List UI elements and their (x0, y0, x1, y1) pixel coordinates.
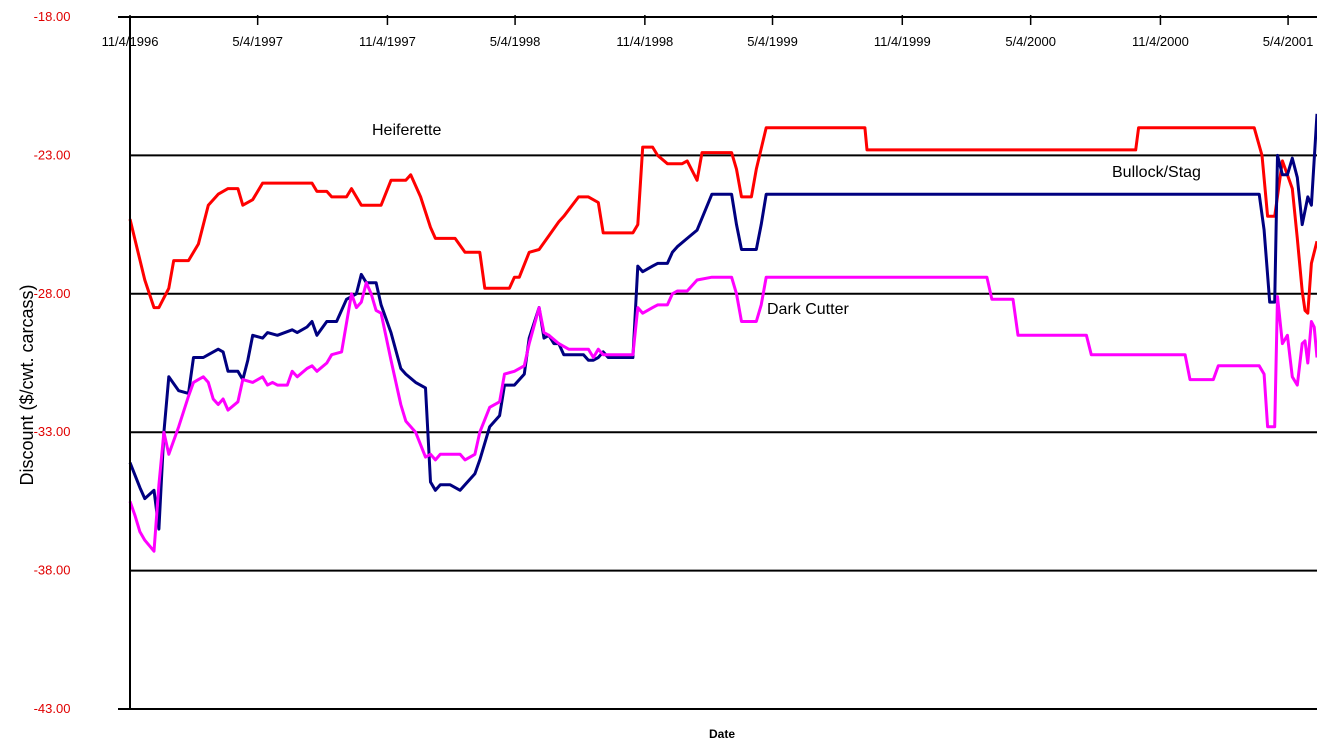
annotation-dark-cutter: Dark Cutter (767, 301, 849, 318)
x-tick-label: 11/4/1999 (874, 34, 931, 49)
x-tick-label: 11/4/2000 (1132, 34, 1189, 49)
y-axis-label: Discount ($/cwt. carcass) (17, 284, 37, 485)
x-axis-label: Date (709, 727, 735, 741)
axes (118, 15, 1317, 710)
x-tick-label: 11/4/1998 (616, 34, 673, 49)
y-tick-label: -18.00 (34, 9, 71, 24)
y-tick-label: -28.00 (34, 286, 71, 301)
annotation-heiferette: Heiferette (372, 122, 441, 139)
y-tick-label: -43.00 (34, 701, 71, 716)
y-tick-labels: -18.00 -23.00 -28.00 -33.00 -38.00 -43.00 (34, 9, 71, 716)
series-line-bullock-stag (128, 113, 1317, 531)
x-tick-label: 11/4/1996 (102, 34, 159, 49)
x-tick-label: 5/4/1999 (747, 34, 798, 49)
series-lines (128, 113, 1317, 553)
x-tick-label: 5/4/2000 (1005, 34, 1056, 49)
x-tick-label: 11/4/1997 (359, 34, 416, 49)
series-line-heiferette (128, 126, 1317, 315)
x-tick-label: 5/4/1998 (490, 34, 541, 49)
y-tick-label: -33.00 (34, 424, 71, 439)
y-tick-label: -23.00 (34, 147, 71, 162)
series-line-dark-cutter (128, 275, 1317, 553)
gridlines (130, 154, 1317, 710)
x-tick-label: 5/4/1997 (232, 34, 283, 49)
y-tick-label: -38.00 (34, 563, 71, 578)
x-tick-labels: 11/4/1996 5/4/1997 11/4/1997 5/4/1998 11/4/1… (102, 34, 1314, 49)
annotation-bullock-stag: Bullock/Stag (1112, 164, 1201, 181)
x-tick-label: 5/4/2001 (1263, 34, 1314, 49)
